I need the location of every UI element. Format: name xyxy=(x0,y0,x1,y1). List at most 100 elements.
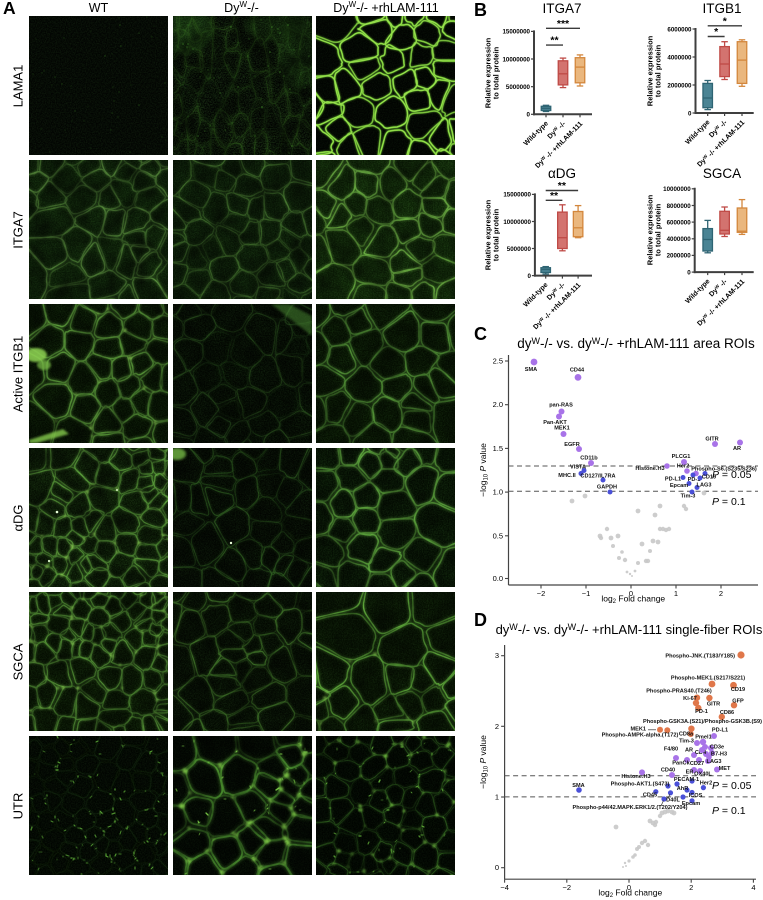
svg-text:1: 1 xyxy=(674,589,678,598)
svg-text:10000000: 10000000 xyxy=(663,186,691,193)
svg-text:0: 0 xyxy=(495,863,499,872)
svg-text:pan-RAS: pan-RAS xyxy=(549,403,573,409)
svg-text:AR: AR xyxy=(733,446,741,452)
svg-text:PLCG1: PLCG1 xyxy=(672,454,691,460)
svg-text:*: * xyxy=(723,15,728,27)
svg-text:PECAM-1: PECAM-1 xyxy=(674,777,699,783)
svg-text:−4: −4 xyxy=(500,883,509,892)
svg-text:SMA: SMA xyxy=(525,367,537,373)
svg-text:CD19: CD19 xyxy=(702,475,716,481)
svg-text:MEK1: MEK1 xyxy=(554,426,570,432)
svg-text:CD127/IL7RA: CD127/IL7RA xyxy=(580,474,615,480)
svg-text:SGCA: SGCA xyxy=(703,166,741,181)
svg-text:PD-L1: PD-L1 xyxy=(665,477,681,483)
svg-text:0: 0 xyxy=(688,110,692,117)
svg-text:ICOS: ICOS xyxy=(689,793,703,799)
svg-text:*: * xyxy=(714,26,719,38)
svg-text:Phospho-AKT1.(S473): Phospho-AKT1.(S473) xyxy=(611,782,670,788)
svg-text:15000000: 15000000 xyxy=(503,192,531,199)
svg-text:4: 4 xyxy=(751,883,755,892)
svg-text:CD4: CD4 xyxy=(695,750,707,756)
svg-text:Wild-type: Wild-type xyxy=(684,278,711,305)
svg-text:MEK1: MEK1 xyxy=(630,727,646,733)
svg-text:Histone.H3: Histone.H3 xyxy=(635,466,664,472)
svg-text:Wild-type: Wild-type xyxy=(523,120,550,147)
svg-text:8000000: 8000000 xyxy=(667,203,692,210)
svg-text:5000000: 5000000 xyxy=(506,84,531,91)
svg-text:Relative expressionto total pr: Relative expressionto total protein xyxy=(484,37,501,108)
svg-text:CD19: CD19 xyxy=(731,687,745,693)
svg-text:AhR: AhR xyxy=(677,786,689,792)
svg-text:Phospho-GSK3A.(S21)/Phospho-GS: Phospho-GSK3A.(S21)/Phospho-GSK3B.(S9) xyxy=(643,719,762,725)
svg-text:2.5: 2.5 xyxy=(493,357,503,366)
svg-text:P = 0.1: P = 0.1 xyxy=(712,805,746,817)
svg-text:LAG3: LAG3 xyxy=(707,759,722,765)
svg-text:CD11b: CD11b xyxy=(580,456,598,462)
svg-text:PD-1: PD-1 xyxy=(688,477,701,483)
svg-text:P = 0.05: P = 0.05 xyxy=(712,469,752,481)
svg-text:B7-H3: B7-H3 xyxy=(711,752,727,758)
svg-text:1: 1 xyxy=(495,793,499,802)
svg-text:ITGB1: ITGB1 xyxy=(702,1,741,16)
svg-text:CD40L: CD40L xyxy=(662,798,680,804)
svg-text:**: ** xyxy=(550,190,559,202)
svg-text:ER: ER xyxy=(686,770,694,776)
svg-text:Epcam: Epcam xyxy=(670,483,688,489)
svg-text:2: 2 xyxy=(719,589,723,598)
svg-text:dyW-/- vs. dyW-/- +rhLAM-111 a: dyW-/- vs. dyW-/- +rhLAM-111 area ROIs xyxy=(517,336,755,351)
svg-text:Wild-type: Wild-type xyxy=(684,119,711,146)
svg-text:0.5: 0.5 xyxy=(493,531,503,540)
svg-text:3: 3 xyxy=(495,651,499,660)
svg-text:EGFR: EGFR xyxy=(564,442,580,448)
svg-text:Phospho-MEK1.(S217/S221): Phospho-MEK1.(S217/S221) xyxy=(671,676,745,682)
svg-text:2000000: 2000000 xyxy=(667,253,692,260)
svg-text:−log10 P value: −log10 P value xyxy=(478,443,490,497)
svg-text:0.0: 0.0 xyxy=(493,574,503,583)
svg-text:10000000: 10000000 xyxy=(503,219,531,226)
svg-text:2000000: 2000000 xyxy=(667,82,692,89)
svg-text:CD86: CD86 xyxy=(720,710,734,716)
svg-text:4000000: 4000000 xyxy=(667,236,692,243)
svg-text:C: C xyxy=(474,324,487,344)
svg-text:F4/80: F4/80 xyxy=(664,747,678,753)
svg-text:Tim-3: Tim-3 xyxy=(681,494,696,500)
svg-text:log2 Fold change: log2 Fold change xyxy=(601,594,665,606)
svg-text:**: ** xyxy=(550,35,559,47)
svg-text:0: 0 xyxy=(527,273,531,280)
svg-text:CD3e: CD3e xyxy=(710,745,724,751)
svg-text:PanCk: PanCk xyxy=(672,761,690,767)
svg-text:PD-L1: PD-L1 xyxy=(712,728,728,734)
svg-text:P = 0.05: P = 0.05 xyxy=(712,780,752,792)
svg-text:5000000: 5000000 xyxy=(507,246,532,253)
svg-text:D: D xyxy=(474,610,487,630)
svg-text:Phospho-JNK.(T183/Y185): Phospho-JNK.(T183/Y185) xyxy=(665,654,735,660)
svg-text:VISTA: VISTA xyxy=(570,465,586,471)
svg-text:0: 0 xyxy=(629,589,633,598)
svg-text:1.0: 1.0 xyxy=(493,488,503,497)
svg-text:Her2: Her2 xyxy=(700,781,712,787)
svg-text:Pmel17: Pmel17 xyxy=(695,735,715,741)
svg-text:0: 0 xyxy=(527,112,531,119)
svg-text:OX40L: OX40L xyxy=(694,772,712,778)
svg-text:PD-1: PD-1 xyxy=(695,709,708,715)
svg-text:P = 0.1: P = 0.1 xyxy=(712,496,746,508)
svg-text:−1: −1 xyxy=(582,589,591,598)
svg-text:0: 0 xyxy=(627,883,631,892)
svg-text:Phospho-PRAS40.(T246): Phospho-PRAS40.(T246) xyxy=(646,689,712,695)
svg-text:Phospho-AMPK-alpha.(T172): Phospho-AMPK-alpha.(T172) xyxy=(602,733,679,739)
svg-text:Tim-3: Tim-3 xyxy=(679,739,694,745)
svg-text:SMA: SMA xyxy=(572,783,584,789)
svg-text:2.0: 2.0 xyxy=(493,400,503,409)
svg-text:GFP: GFP xyxy=(732,699,744,705)
svg-text:B: B xyxy=(474,0,487,20)
svg-text:Her2: Her2 xyxy=(677,464,689,470)
svg-text:LAG3: LAG3 xyxy=(697,483,712,489)
svg-text:GAPDH: GAPDH xyxy=(597,485,617,491)
svg-text:***: *** xyxy=(557,18,570,30)
svg-text:Relative expressionto total pr: Relative expressionto total protein xyxy=(646,194,663,265)
svg-text:GITR: GITR xyxy=(707,702,720,708)
svg-text:15000000: 15000000 xyxy=(502,29,530,36)
svg-text:2: 2 xyxy=(689,883,693,892)
svg-text:MET: MET xyxy=(719,766,731,772)
svg-text:2: 2 xyxy=(495,722,499,731)
